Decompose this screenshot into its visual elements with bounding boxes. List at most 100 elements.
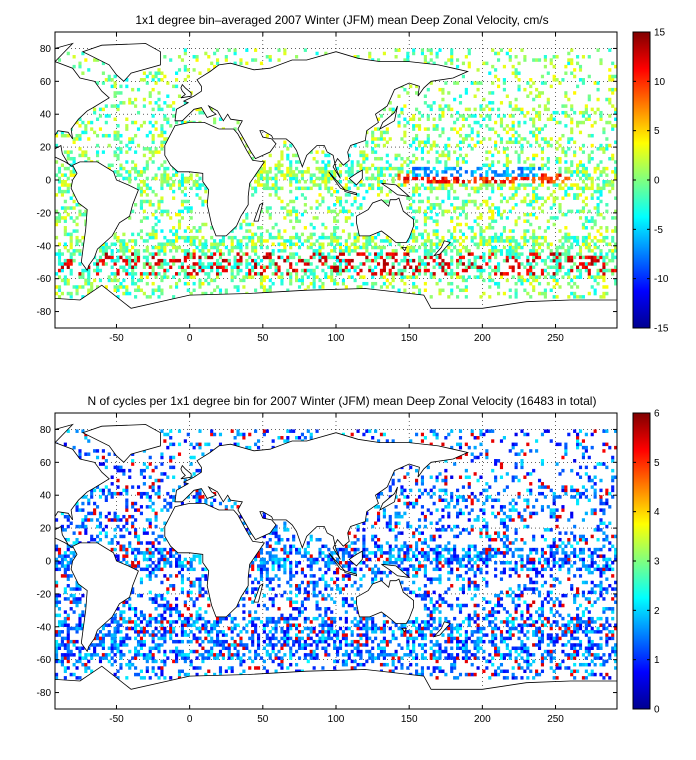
bin-cell [201,587,205,591]
bin-cell [210,432,214,437]
bin-cell [166,607,170,611]
bin-cell [578,245,583,250]
bin-cell [514,55,518,59]
bin-cell [479,275,483,279]
bin-cell [154,101,158,105]
bin-cell [599,189,603,194]
bin-cell [145,620,149,624]
bin-cell [485,199,489,204]
bin-cell [505,239,509,243]
bin-cell [248,235,252,240]
bin-cell [78,613,82,618]
bin-cell [233,643,237,647]
bin-cell [242,436,246,440]
bin-cell [239,630,243,634]
bin-cell [166,432,170,437]
bin-cell [359,150,363,154]
bin-cell [166,630,170,634]
bin-cell [175,659,179,664]
bin-cell [69,262,73,266]
bin-cell [435,222,439,227]
bin-cell [417,262,422,266]
bin-cell [186,281,190,286]
bin-cell [183,68,187,72]
bin-cell [57,186,62,191]
bin-cell [198,495,202,499]
bin-cell [540,163,545,168]
bin-cell [532,166,536,171]
bin-cell [136,255,141,260]
bin-cell [347,275,351,279]
bin-cell [224,288,228,293]
bin-cell [605,255,609,260]
bin-cell [183,186,187,191]
bin-cell [441,170,445,174]
bin-cell [429,180,433,184]
bin-cell [233,616,237,621]
bin-cell [154,288,158,293]
bin-cell [213,656,217,660]
bin-cell [543,239,547,243]
bin-cell [154,616,158,621]
bin-cell [239,58,243,62]
bin-cell [423,58,427,62]
bin-cell [450,268,454,273]
bin-cell [157,203,161,207]
bin-cell [297,186,302,191]
bin-cell [66,189,70,194]
bin-cell [543,268,547,273]
bin-cell [614,255,618,260]
bin-cell [461,209,465,214]
bin-cell [166,501,170,506]
bin-cell [309,232,313,237]
bin-cell [608,183,612,187]
bin-cell [523,160,527,164]
bin-cell [488,265,492,269]
bin-cell [57,630,62,634]
bin-cell [271,249,275,253]
bin-cell [151,669,155,674]
bin-cell [441,176,445,181]
bin-cell [236,442,240,447]
bin-cell [63,653,67,657]
bin-cell [558,209,562,214]
bin-cell [113,262,117,266]
bin-cell [511,183,515,187]
bin-cell [561,150,565,154]
bin-cell [532,180,536,184]
bin-cell [514,249,518,253]
bin-cell [537,166,542,171]
bin-cell [590,186,594,191]
bin-cell [163,472,167,476]
bin-cell [148,455,152,460]
bin-cell [151,554,155,558]
bin-cell [388,173,392,177]
bin-cell [274,163,278,168]
bin-cell [400,268,404,273]
bin-cell [400,156,404,161]
bin-cell [570,235,574,240]
bin-cell [139,577,144,581]
bin-cell [239,242,243,246]
bin-cell [309,242,313,246]
bin-cell [552,285,556,289]
bin-cell [558,206,562,210]
bin-cell [66,150,70,154]
bin-cell [169,501,173,506]
bin-cell [517,216,521,220]
bin-cell [72,206,76,210]
bin-cell [573,255,577,260]
bin-cell [435,55,439,59]
bin-cell [581,78,586,82]
bin-cell [139,551,144,555]
bin-cell [262,265,266,269]
bin-cell [576,239,580,243]
bin-cell [567,166,571,171]
bin-cell [259,245,264,250]
bin-cell [356,235,360,240]
bin-cell [221,265,225,269]
bin-cell [154,607,158,611]
bin-cell [195,235,199,240]
bin-cell [415,173,419,177]
bin-cell [417,124,422,128]
